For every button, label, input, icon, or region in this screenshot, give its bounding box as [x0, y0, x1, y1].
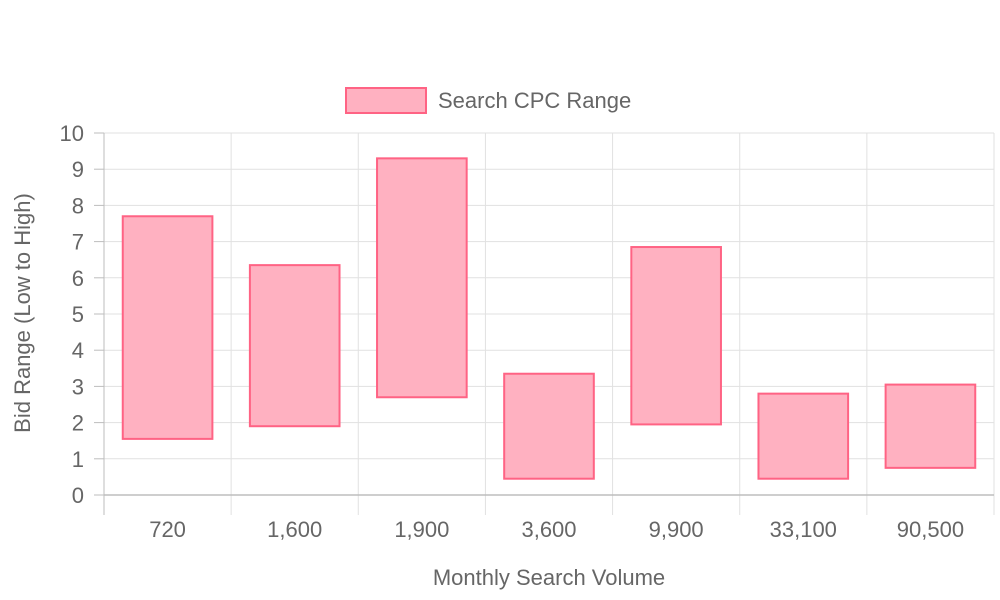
range-bar[interactable] [884, 383, 977, 469]
legend-swatch[interactable] [345, 87, 427, 114]
x-axis-ticks: 720 1,600 1,900 3,600 9,900 33,100 90,500 [149, 517, 964, 542]
x-tick-label: 720 [149, 517, 186, 542]
y-tick-label: 6 [72, 266, 84, 291]
x-tick-label: 9,900 [649, 517, 704, 542]
y-tick-label: 2 [72, 411, 84, 436]
y-tick-label: 1 [72, 447, 84, 472]
range-bar[interactable] [630, 246, 722, 426]
y-tick-label: 9 [72, 157, 84, 182]
range-bar[interactable] [757, 392, 850, 480]
y-tick-label: 4 [72, 338, 84, 363]
range-bar[interactable] [503, 372, 595, 480]
range-bar[interactable] [376, 157, 468, 399]
y-tick-label: 7 [72, 230, 84, 255]
y-tick-label: 0 [72, 483, 84, 508]
y-tick-label: 10 [60, 121, 84, 146]
range-bar[interactable] [248, 264, 341, 428]
bars [121, 157, 977, 480]
x-tick-label: 33,100 [770, 517, 837, 542]
y-axis-ticks: 0 1 2 3 4 5 6 7 8 9 10 [60, 121, 104, 508]
legend-label[interactable]: Search CPC Range [438, 88, 631, 113]
y-tick-label: 3 [72, 374, 84, 399]
x-axis-title: Monthly Search Volume [433, 565, 665, 590]
chart-legend[interactable]: Search CPC Range [345, 87, 631, 114]
y-tick-label: 5 [72, 302, 84, 327]
x-tick-label: 3,600 [521, 517, 576, 542]
axes [103, 133, 994, 515]
x-tick-label: 1,900 [394, 517, 449, 542]
x-tick-label: 90,500 [897, 517, 964, 542]
x-tick-label: 1,600 [267, 517, 322, 542]
range-bar[interactable] [121, 215, 214, 440]
y-axis-title: Bid Range (Low to High) [10, 193, 35, 433]
y-tick-label: 8 [72, 193, 84, 218]
